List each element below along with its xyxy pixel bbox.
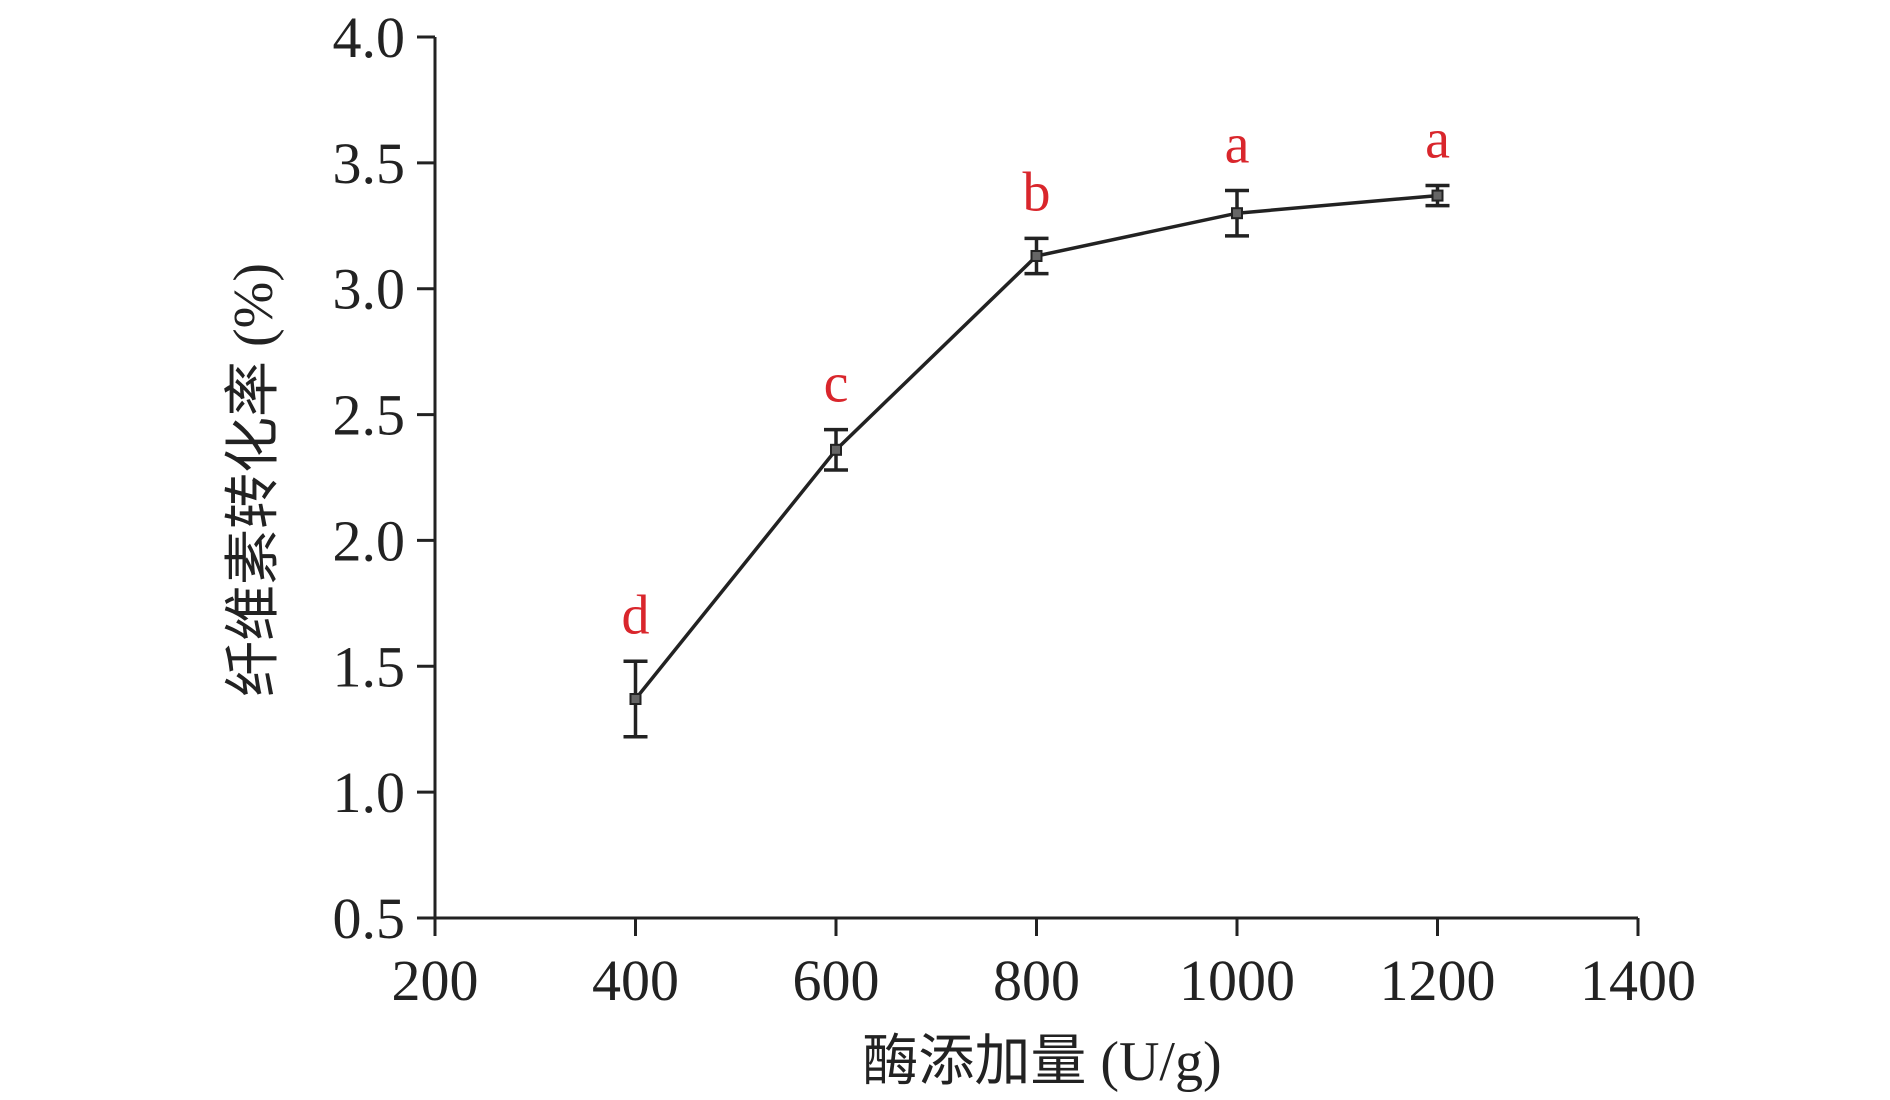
x-tick-label: 1400	[1580, 948, 1696, 1013]
y-tick-label: 3.0	[333, 257, 406, 322]
x-tick-label: 1000	[1179, 948, 1295, 1013]
data-point	[1231, 207, 1243, 220]
x-axis-title: 酶添加量 (U/g)	[862, 1031, 1221, 1093]
x-tick-label: 200	[392, 948, 479, 1013]
data-point	[629, 693, 642, 706]
y-tick-label: 2.5	[333, 383, 406, 448]
significance-label: a	[1225, 114, 1250, 176]
ticks: 0.5 1.0 1.5 2.0 2.5 3.0 3.5 4.0 200 400 600 800 1000…	[333, 5, 1697, 1013]
significance-label: a	[1425, 109, 1450, 171]
y-tick-label: 1.5	[333, 634, 406, 699]
data-point	[1030, 249, 1043, 262]
series	[623, 183, 1450, 739]
significance-labels: d c b a a	[622, 109, 1451, 647]
significance-label: d	[622, 584, 650, 646]
data-point	[830, 443, 842, 456]
y-axis-title: 纤维素转化率 (%)	[223, 263, 285, 697]
x-tick-label: 1200	[1380, 948, 1496, 1013]
y-tick-label: 1.0	[333, 760, 406, 825]
y-tick-label: 3.5	[333, 131, 406, 196]
y-tick-label: 2.0	[333, 508, 406, 573]
data-point	[1431, 189, 1444, 202]
x-tick-label: 600	[793, 948, 880, 1013]
significance-label: c	[824, 353, 849, 415]
y-tick-label: 4.0	[333, 5, 406, 70]
y-tick-label: 0.5	[333, 886, 406, 951]
significance-label: b	[1023, 161, 1051, 223]
x-tick-label: 400	[592, 948, 679, 1013]
x-tick-label: 800	[993, 948, 1080, 1013]
